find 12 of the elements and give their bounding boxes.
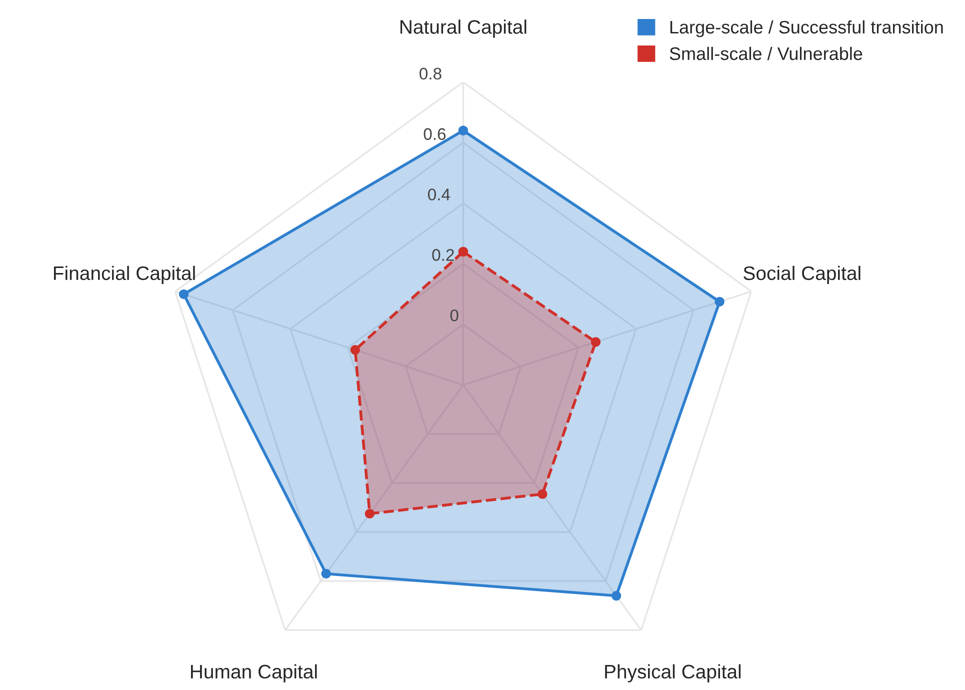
y-tick-label: 0.8 (420, 68, 442, 80)
y-tick-label: 0.6 (424, 128, 446, 140)
spoke-label: Physical Capital (605, 664, 741, 682)
y-tick-label: 0.2 (432, 249, 454, 261)
legend-label: Large-scale / Successful transition (670, 20, 943, 38)
spoke-label: Human Capital (191, 664, 317, 682)
y-tick-label: 0.4 (428, 188, 450, 200)
spoke-label: Financial Capital (54, 266, 195, 284)
y-tick-label: 0 (450, 309, 458, 322)
spoke-label: Natural Capital (400, 20, 526, 38)
spoke-label: Social Capital (744, 266, 860, 284)
legend-label: Small-scale / Vulnerable (670, 46, 862, 60)
